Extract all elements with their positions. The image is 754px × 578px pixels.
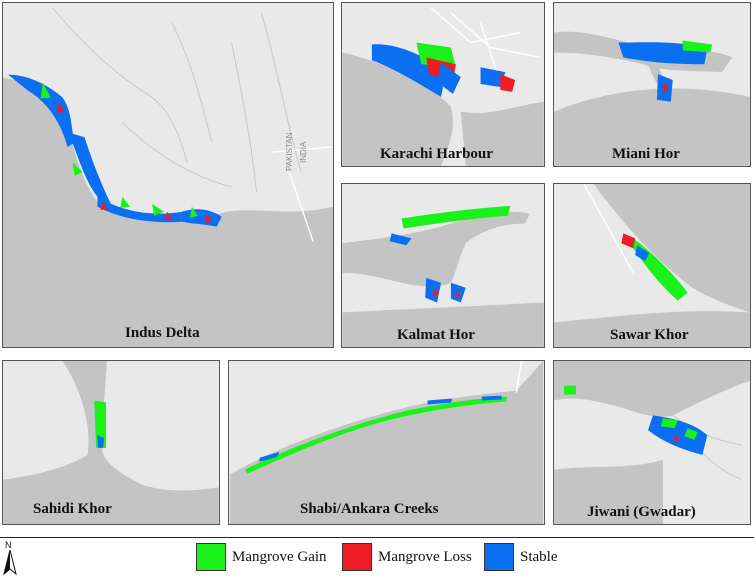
sawar-khor-map xyxy=(554,184,750,347)
panel-sawar-khor: Sawar Khor xyxy=(553,183,751,348)
panel-label-shabi-ankara-creeks: Shabi/Ankara Creeks xyxy=(300,501,439,517)
panel-label-sahidi-khor: Sahidi Khor xyxy=(33,501,112,517)
panel-label-sawar-khor: Sawar Khor xyxy=(610,327,689,343)
legend: Mangrove Gain Mangrove Loss Stable xyxy=(196,543,736,573)
legend-label-loss: Mangrove Loss xyxy=(378,549,472,565)
panel-karachi-harbour: Karachi Harbour xyxy=(341,2,545,167)
panel-label-karachi-harbour: Karachi Harbour xyxy=(380,146,493,162)
legend-label-stable: Stable xyxy=(520,549,558,565)
panel-miani-hor: Miani Hor xyxy=(553,2,751,167)
panel-label-miani-hor: Miani Hor xyxy=(612,146,680,162)
north-arrow-icon xyxy=(3,550,17,576)
north-arrow: N xyxy=(3,540,17,576)
north-label: N xyxy=(5,540,12,550)
indus-delta-map xyxy=(3,7,333,347)
legend-swatch-loss xyxy=(342,543,372,571)
miani-hor-map xyxy=(554,31,750,166)
panel-shabi-ankara-creeks: Shabi/Ankara Creeks xyxy=(228,360,545,525)
panel-label-kalmat-hor: Kalmat Hor xyxy=(397,327,475,343)
panel-label-jiwani-gwadar: Jiwani (Gwadar) xyxy=(587,504,696,520)
place-label-pakistan: PAKISTAN xyxy=(285,132,294,171)
panel-sahidi-khor: Sahidi Khor xyxy=(2,360,220,525)
legend-label-gain: Mangrove Gain xyxy=(232,549,327,565)
karachi-harbour-map xyxy=(342,7,544,166)
legend-swatch-stable xyxy=(484,543,514,571)
kalmat-hor-map xyxy=(342,205,544,347)
legend-swatch-gain xyxy=(196,543,226,571)
legend-divider xyxy=(0,537,754,538)
place-label-india: INDIA xyxy=(299,141,308,163)
panel-indus-delta: PAKISTAN INDIA Indus Delta xyxy=(2,2,334,348)
jiwani-gwadar-map xyxy=(554,361,750,524)
panel-kalmat-hor: Kalmat Hor xyxy=(341,183,545,348)
sahidi-khor-map xyxy=(3,361,219,524)
panel-jiwani-gwadar: Jiwani (Gwadar) xyxy=(553,360,751,525)
shabi-ankara-map xyxy=(229,361,544,524)
panel-label-indus-delta: Indus Delta xyxy=(125,325,200,341)
